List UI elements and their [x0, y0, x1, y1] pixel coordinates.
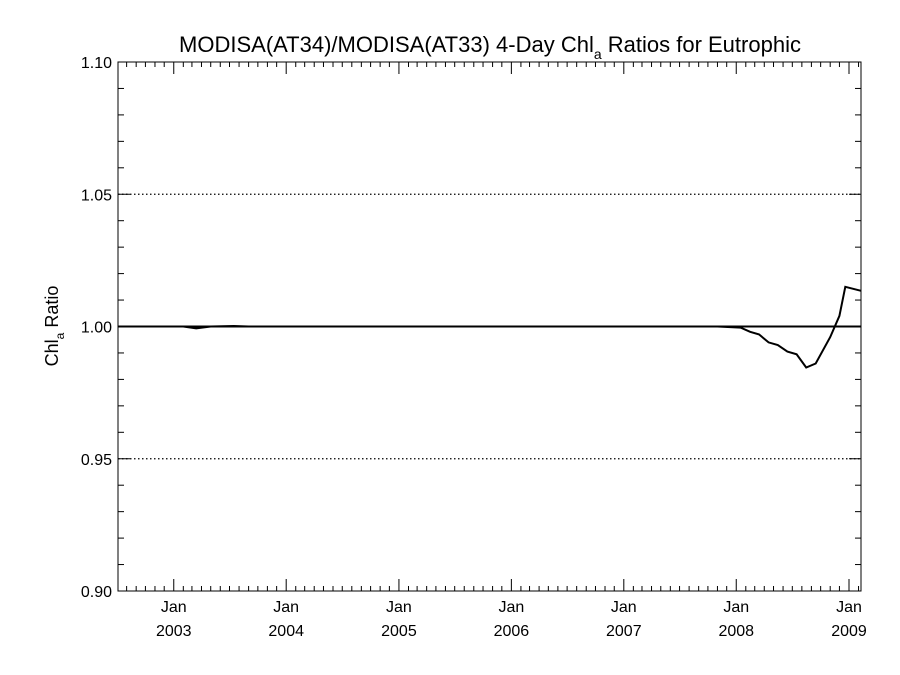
title-main: MODISA(AT34)/MODISA(AT33) 4-Day Chl: [179, 32, 594, 57]
y-axis-label-suffix: Ratio: [42, 286, 62, 333]
y-axis-label-subscript: a: [53, 332, 67, 339]
x-tick-label-year: 2004: [268, 623, 304, 640]
y-tick-label: 0.95: [81, 452, 112, 469]
x-tick-label-month: Jan: [498, 599, 524, 616]
x-tick-label-month: Jan: [273, 599, 299, 616]
x-tick-label-year: 2005: [381, 623, 417, 640]
x-tick-label-year: 2003: [156, 623, 192, 640]
y-tick-labels: 0.90 0.95 1.00 1.05 1.10: [81, 55, 112, 601]
title-subscript: a: [594, 46, 602, 62]
x-tick-label-year: 2009: [831, 623, 867, 640]
plot-frame: [117, 61, 862, 592]
chart-title: MODISA(AT34)/MODISA(AT33) 4-Day Chla Rat…: [179, 32, 801, 62]
y-tick-label: 1.10: [81, 55, 112, 72]
x-tick-labels: Jan 2003 Jan 2004 Jan 2005 Jan 2006 Jan 2007 Jan 20…: [156, 599, 867, 640]
y-axis-label-group: Chla Ratio: [42, 286, 67, 367]
minor-ticks: [118, 62, 861, 591]
y-tick-label: 0.90: [81, 584, 112, 601]
x-tick-label-year: 2008: [718, 623, 754, 640]
x-tick-label-month: Jan: [161, 599, 187, 616]
y-tick-label: 1.05: [81, 187, 112, 204]
title-suffix: Ratios for Eutrophic: [602, 32, 801, 57]
series-line: [118, 285, 862, 369]
y-tick-label: 1.00: [81, 320, 112, 337]
x-tick-label-month: Jan: [723, 599, 749, 616]
x-tick-label-month: Jan: [386, 599, 412, 616]
x-tick-label-year: 2007: [606, 623, 642, 640]
y-axis-label-main: Chl: [42, 339, 62, 366]
x-tick-label-year: 2006: [494, 623, 530, 640]
x-tick-label-month: Jan: [836, 599, 862, 616]
x-tick-label-month: Jan: [611, 599, 637, 616]
y-axis-label: Chla Ratio: [42, 286, 67, 367]
